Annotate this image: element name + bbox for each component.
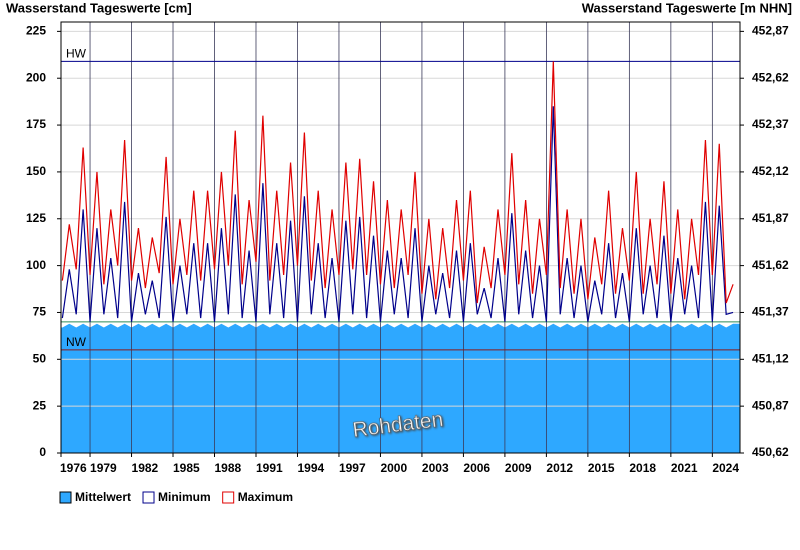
legend-swatch bbox=[222, 491, 235, 504]
y2-tick-label: 452,62 bbox=[752, 70, 789, 84]
y-tick-label: 150 bbox=[26, 164, 46, 178]
chart-title: Wasserstand Tageswerte [cm] bbox=[6, 0, 192, 15]
x-tick-label: 2003 bbox=[422, 461, 449, 475]
y2-axis-title: Wasserstand Tageswerte [m NHN] bbox=[582, 0, 792, 15]
y2-tick-label: 452,87 bbox=[752, 24, 789, 38]
plot-frame bbox=[60, 21, 741, 454]
reference-label: NW bbox=[66, 335, 87, 349]
y-tick-label: 0 bbox=[39, 445, 46, 459]
y-tick-label: 200 bbox=[26, 70, 46, 84]
x-tick-label: 1994 bbox=[297, 461, 324, 475]
y2-tick-label: 450,62 bbox=[752, 445, 789, 459]
legend-item: Maximum bbox=[222, 490, 293, 504]
x-tick-label: 2021 bbox=[671, 461, 698, 475]
y-tick-label: 50 bbox=[33, 351, 47, 365]
x-tick-label: 1991 bbox=[256, 461, 283, 475]
y2-tick-label: 451,12 bbox=[752, 351, 789, 365]
legend-label: Mittelwert bbox=[75, 490, 131, 504]
line bbox=[61, 106, 734, 322]
legend-item: Mittelwert bbox=[59, 490, 131, 504]
y-tick-label: 25 bbox=[33, 398, 47, 412]
y2-tick-label: 452,12 bbox=[752, 164, 789, 178]
x-tick-label: 1988 bbox=[215, 461, 242, 475]
legend-label: Minimum bbox=[158, 490, 211, 504]
line bbox=[61, 61, 734, 304]
area bbox=[61, 323, 740, 453]
x-tick-label: 1985 bbox=[173, 461, 200, 475]
x-tick-label: 2009 bbox=[505, 461, 532, 475]
legend-label: Maximum bbox=[238, 490, 293, 504]
legend-swatch bbox=[142, 491, 155, 504]
x-tick-label: 2024 bbox=[712, 461, 739, 475]
y-tick-label: 125 bbox=[26, 211, 46, 225]
x-tick-label: 1997 bbox=[339, 461, 366, 475]
legend-swatch bbox=[59, 491, 72, 504]
x-tick-label: 2006 bbox=[463, 461, 490, 475]
y-tick-label: 100 bbox=[26, 258, 46, 272]
y2-tick-label: 451,37 bbox=[752, 305, 789, 319]
x-tick-label: 1982 bbox=[132, 461, 159, 475]
legend-item: Minimum bbox=[142, 490, 211, 504]
y-tick-label: 225 bbox=[26, 24, 46, 38]
y-tick-label: 75 bbox=[33, 305, 47, 319]
y2-tick-label: 452,37 bbox=[752, 117, 789, 131]
x-tick-label: 2015 bbox=[588, 461, 615, 475]
x-tick-label: 2000 bbox=[380, 461, 407, 475]
reference-label: HW bbox=[66, 47, 87, 61]
x-tick-label: 2018 bbox=[629, 461, 656, 475]
x-tick-label: 2012 bbox=[546, 461, 573, 475]
y2-tick-label: 451,87 bbox=[752, 211, 789, 225]
x-tick-label: 1979 bbox=[90, 461, 117, 475]
x-tick-label: 1976 bbox=[60, 461, 87, 475]
y2-tick-label: 451,62 bbox=[752, 258, 789, 272]
y2-tick-label: 450,87 bbox=[752, 398, 789, 412]
y-tick-label: 175 bbox=[26, 117, 46, 131]
